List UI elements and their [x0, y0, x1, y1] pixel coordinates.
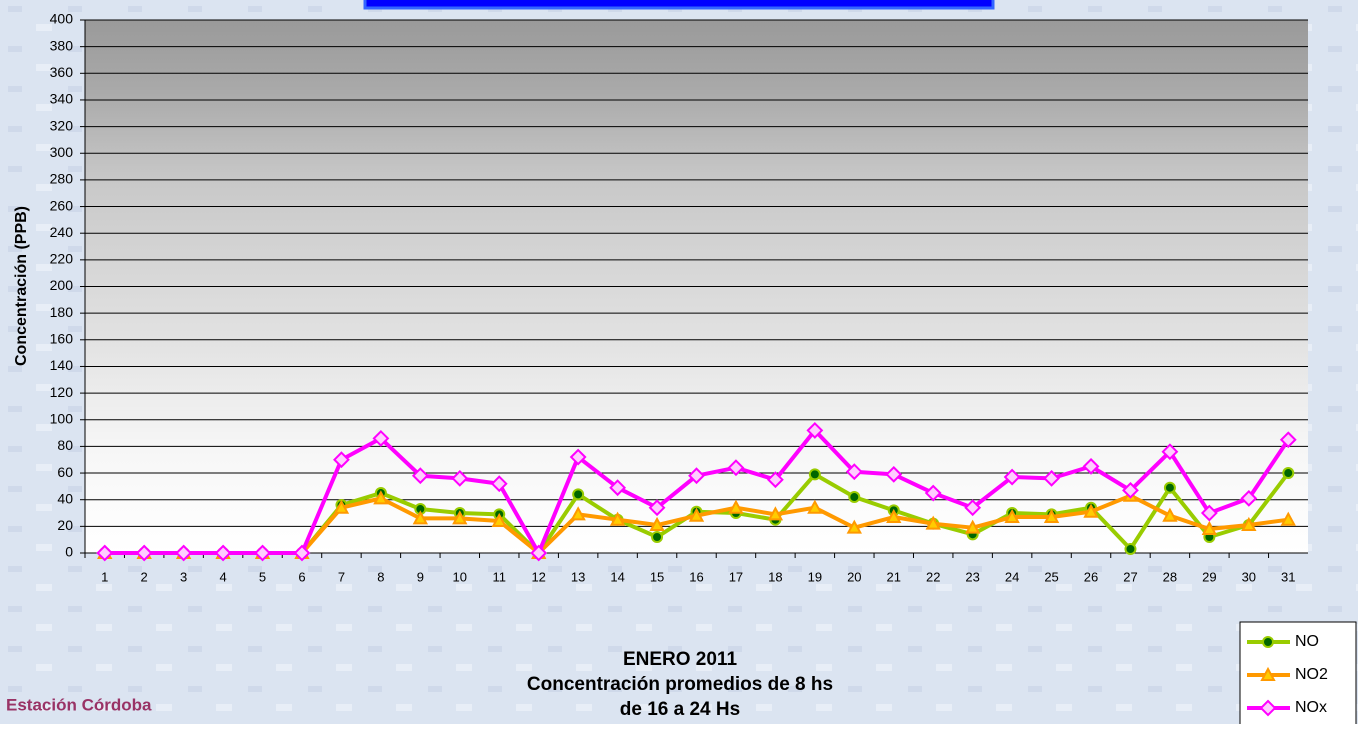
x-tick-label: 10	[453, 569, 467, 584]
y-tick-label: 40	[57, 490, 73, 506]
y-tick-label: 80	[57, 437, 73, 453]
legend-marker	[1263, 637, 1273, 647]
data-point	[849, 492, 859, 502]
y-axis-label: Concentración (PPB)	[13, 206, 30, 366]
y-tick-label: 300	[50, 144, 74, 160]
chart-subtitle: Concentración promedios de 8 hs	[527, 674, 833, 695]
chart-title: ENERO 2011	[623, 649, 737, 670]
y-tick-label: 120	[50, 384, 74, 400]
x-tick-label: 13	[571, 569, 585, 584]
y-tick-label: 340	[50, 91, 74, 107]
header-bar	[365, 0, 993, 8]
x-tick-label: 27	[1123, 569, 1137, 584]
x-tick-label: 1	[101, 569, 108, 584]
x-tick-label: 3	[180, 569, 187, 584]
data-point	[1165, 483, 1175, 493]
y-tick-label: 100	[50, 410, 74, 426]
x-tick-label: 8	[377, 569, 384, 584]
x-tick-label: 28	[1163, 569, 1177, 584]
x-tick-label: 7	[338, 569, 345, 584]
y-tick-label: 60	[57, 464, 73, 480]
y-tick-label: 240	[50, 224, 74, 240]
y-tick-label: 200	[50, 277, 74, 293]
y-tick-label: 260	[50, 197, 74, 213]
x-tick-label: 16	[689, 569, 703, 584]
y-tick-label: 320	[50, 117, 74, 133]
legend-label: NOx	[1295, 699, 1327, 716]
y-tick-label: 20	[57, 517, 73, 533]
x-tick-label: 21	[887, 569, 901, 584]
page: Concentración (PPB) ENERO 2011 Concentra…	[0, 0, 1358, 724]
y-tick-label: 180	[50, 304, 74, 320]
y-tick-label: 160	[50, 331, 74, 347]
chart: Concentración (PPB) ENERO 2011 Concentra…	[0, 0, 1358, 724]
x-tick-label: 29	[1202, 569, 1216, 584]
x-tick-label: 25	[1044, 569, 1058, 584]
x-tick-label: 30	[1242, 569, 1256, 584]
y-tick-label: 400	[50, 11, 74, 27]
data-point	[1125, 544, 1135, 554]
data-point	[652, 532, 662, 542]
data-point	[573, 489, 583, 499]
x-tick-label: 17	[729, 569, 743, 584]
data-point	[810, 469, 820, 479]
x-tick-label: 12	[531, 569, 545, 584]
y-tick-label: 220	[50, 251, 74, 267]
legend-label: NO	[1295, 633, 1319, 650]
x-tick-label: 6	[298, 569, 305, 584]
x-tick-label: 14	[610, 569, 624, 584]
x-tick-label: 4	[219, 569, 226, 584]
station-label: Estación Córdoba	[6, 695, 152, 714]
y-tick-label: 380	[50, 37, 74, 53]
y-tick-label: 280	[50, 171, 74, 187]
x-tick-label: 20	[847, 569, 861, 584]
x-tick-label: 24	[1005, 569, 1019, 584]
x-tick-label: 15	[650, 569, 664, 584]
x-tick-label: 11	[492, 569, 506, 584]
x-tick-label: 26	[1084, 569, 1098, 584]
x-tick-label: 22	[926, 569, 940, 584]
x-tick-label: 2	[141, 569, 148, 584]
y-tick-label: 360	[50, 64, 74, 80]
y-tick-label: 140	[50, 357, 74, 373]
x-tick-label: 31	[1281, 569, 1295, 584]
x-tick-label: 5	[259, 569, 266, 584]
y-tick-label: 0	[65, 544, 73, 560]
x-tick-label: 18	[768, 569, 782, 584]
x-tick-label: 19	[808, 569, 822, 584]
x-tick-label: 9	[417, 569, 424, 584]
legend-label: NO2	[1295, 666, 1328, 683]
annotation: de 16 a 24 Hs	[620, 699, 740, 720]
data-point	[1283, 468, 1293, 478]
x-tick-label: 23	[965, 569, 979, 584]
